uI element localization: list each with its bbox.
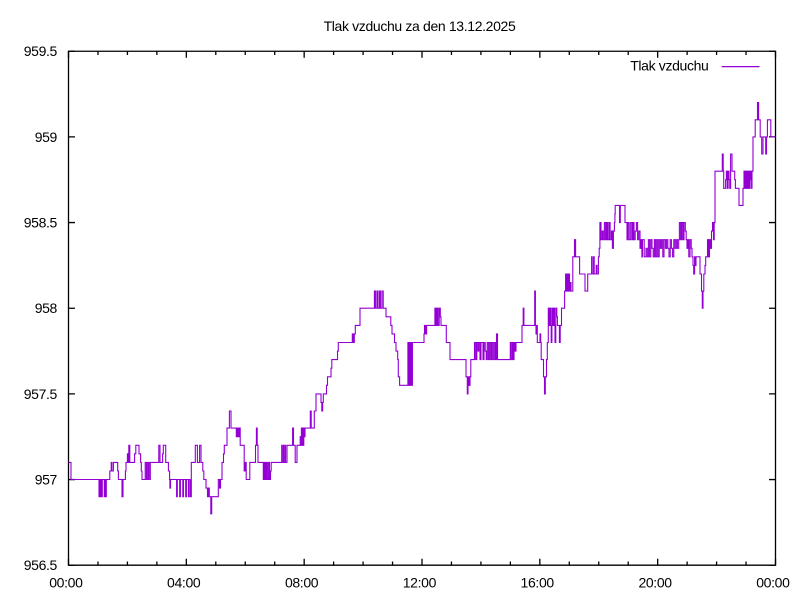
svg-text:00:00: 00:00 xyxy=(756,575,790,591)
svg-text:04:00: 04:00 xyxy=(167,575,201,591)
svg-text:00:00: 00:00 xyxy=(49,575,83,591)
svg-text:20:00: 20:00 xyxy=(638,575,672,591)
svg-text:12:00: 12:00 xyxy=(403,575,437,591)
svg-text:958: 958 xyxy=(35,300,58,316)
svg-text:959: 959 xyxy=(35,129,58,145)
svg-text:Tlak vzduchu za den 13.12.2025: Tlak vzduchu za den 13.12.2025 xyxy=(324,18,516,34)
svg-text:957.5: 957.5 xyxy=(24,386,58,402)
svg-text:Tlak vzduchu: Tlak vzduchu xyxy=(630,58,708,74)
svg-text:956.5: 956.5 xyxy=(24,557,58,573)
svg-text:08:00: 08:00 xyxy=(285,575,319,591)
svg-text:957: 957 xyxy=(35,472,58,488)
svg-text:958.5: 958.5 xyxy=(24,215,58,231)
svg-text:16:00: 16:00 xyxy=(521,575,555,591)
svg-text:959.5: 959.5 xyxy=(24,43,58,59)
